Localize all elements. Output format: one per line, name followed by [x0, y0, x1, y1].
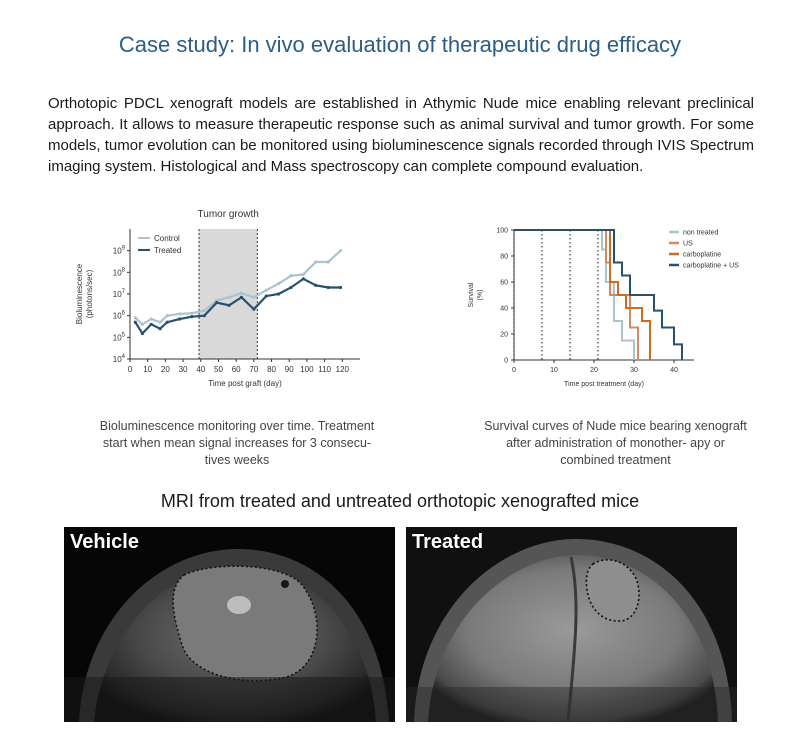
- data-point: [140, 331, 144, 336]
- data-point: [158, 320, 162, 324]
- y-tick-label: 0: [504, 358, 508, 365]
- data-point: [177, 317, 182, 321]
- y-tick-label: 60: [500, 280, 508, 287]
- page-title: Case study: In vivo evaluation of therap…: [118, 32, 682, 57]
- data-point: [133, 316, 137, 320]
- data-point: [140, 322, 144, 326]
- data-point: [314, 260, 318, 264]
- x-tick-label: 10: [550, 367, 558, 374]
- x-tick-label: 40: [196, 365, 205, 374]
- x-tick-label: 0: [512, 367, 516, 374]
- x-tick-label: 80: [267, 365, 276, 374]
- legend-label: Treated: [154, 246, 181, 255]
- x-tick-label: 90: [285, 365, 294, 374]
- mri-vehicle-label: Vehicle: [70, 531, 139, 553]
- data-point: [202, 314, 206, 318]
- data-point: [190, 315, 194, 319]
- data-point: [133, 320, 137, 324]
- data-point: [149, 317, 153, 321]
- data-point: [202, 309, 206, 313]
- intro-paragraph: Orthotopic PDCL xenograft models are est…: [48, 95, 754, 175]
- y-tick-label: 108: [113, 267, 126, 277]
- data-point: [177, 312, 182, 316]
- y-tick-label: 40: [500, 306, 508, 313]
- y-tick-label: 104: [113, 354, 126, 364]
- data-point: [264, 288, 268, 292]
- x-tick-label: 100: [300, 365, 314, 374]
- x-tick-label: 50: [214, 365, 223, 374]
- y-tick-label: 80: [500, 254, 508, 261]
- y-tick-label: 107: [113, 289, 126, 299]
- mri-vehicle-image: Vehicle: [64, 527, 395, 722]
- survival-caption: Survival curves of Nude mice bearing xen…: [484, 419, 747, 467]
- x-tick-label: 20: [161, 365, 170, 374]
- survival-chart: 0 10 20 30 40 0 20 40 60 80 100 Time post treatment…: [468, 228, 739, 389]
- x-tick-label: 0: [128, 365, 133, 374]
- data-point: [158, 327, 162, 331]
- y-axis-label-unit: (photons/sec): [85, 269, 94, 318]
- data-point: [289, 274, 293, 278]
- mri-treated-image: Treated: [406, 527, 737, 722]
- mri-treated-label: Treated: [412, 531, 484, 553]
- data-point: [301, 277, 305, 281]
- mri-section-title: MRI from treated and untreated orthotopi…: [160, 491, 640, 511]
- x-tick-label: 70: [249, 365, 258, 374]
- data-point: [338, 285, 343, 290]
- legend-label: non treated: [683, 230, 719, 237]
- y-axis-label-unit: (%): [477, 290, 484, 301]
- data-point: [165, 314, 169, 318]
- legend-label: US: [683, 241, 693, 248]
- data-point: [264, 294, 268, 298]
- data-point: [227, 303, 231, 307]
- x-tick-label: 110: [318, 365, 331, 374]
- legend-label: carboplatine: [683, 252, 721, 259]
- mri-treated-picture: [406, 527, 737, 722]
- data-point: [165, 320, 169, 324]
- x-axis-label: Time post graft (day): [208, 379, 282, 388]
- tumor-growth-chart: Tumor growth 0 10 20 30 40 50 60 70 80 90 100 110 120…: [75, 209, 360, 388]
- y-tick-label: 106: [113, 311, 126, 321]
- data-point: [326, 260, 330, 264]
- x-tick-label: 30: [630, 367, 638, 374]
- data-point: [326, 285, 330, 290]
- x-tick-label: 10: [143, 365, 152, 374]
- data-point: [227, 295, 231, 299]
- chart-title: Tumor growth: [198, 209, 259, 220]
- data-point: [239, 291, 244, 295]
- data-point: [289, 285, 293, 290]
- y-axis-label: Survival: [468, 282, 475, 307]
- data-point: [252, 295, 256, 299]
- legend-label: carboplatine + US: [683, 263, 739, 270]
- data-point: [314, 283, 318, 287]
- survival-curve-3: [514, 229, 683, 360]
- mri-vehicle-picture: [64, 527, 395, 722]
- y-tick-label: 105: [113, 332, 126, 342]
- x-axis-label: Time post treatment (day): [564, 381, 644, 388]
- treatment-window-shade: [199, 229, 258, 359]
- data-point: [338, 249, 343, 253]
- data-point: [277, 282, 281, 286]
- y-axis-label: Bioluminescence: [75, 263, 84, 324]
- y-tick-label: 109: [113, 246, 126, 256]
- data-point: [239, 295, 244, 299]
- data-point: [190, 311, 194, 315]
- x-tick-label: 40: [670, 367, 678, 374]
- legend-label: Control: [154, 234, 180, 243]
- y-tick-label: 100: [496, 228, 508, 235]
- x-tick-label: 20: [590, 367, 598, 374]
- y-tick-label: 20: [500, 332, 508, 339]
- data-point: [252, 307, 256, 311]
- x-tick-label: 120: [336, 365, 350, 374]
- data-point: [215, 301, 219, 305]
- data-point: [149, 322, 153, 326]
- x-tick-label: 60: [232, 365, 241, 374]
- x-tick-label: 30: [179, 365, 188, 374]
- tumor-growth-caption: Bioluminescence monitoring over time. Tr…: [99, 419, 375, 467]
- data-point: [301, 272, 305, 277]
- data-point: [277, 292, 281, 296]
